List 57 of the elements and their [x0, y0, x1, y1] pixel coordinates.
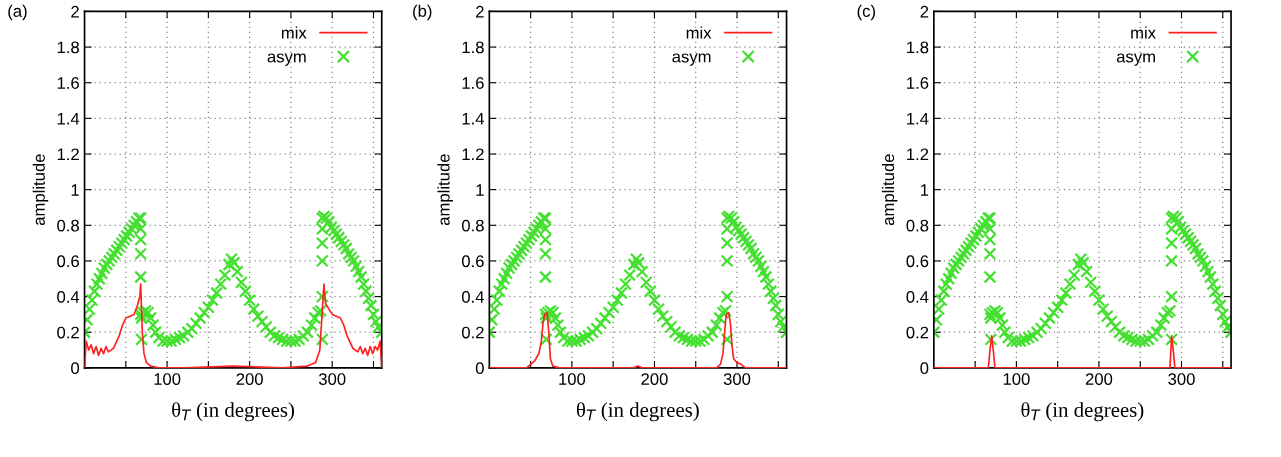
- y-tick-label: 1.2: [907, 148, 929, 161]
- x-tick-label: 200: [641, 373, 668, 385]
- y-tick-label: 1.6: [462, 77, 484, 89]
- y-tick-label: 0: [71, 362, 80, 375]
- y-tick-label: 1: [476, 184, 484, 196]
- y-tick-label: 1.4: [57, 112, 80, 125]
- y-tick-label: 0.4: [906, 290, 929, 303]
- y-tick-label: 0.8: [57, 219, 79, 232]
- y-tick-label: 0.2: [57, 326, 79, 339]
- x-tick-label: 100: [559, 373, 586, 385]
- y-tick-label: 0.6: [57, 255, 79, 268]
- y-tick-label: 0.6: [906, 255, 929, 268]
- y-axis-title: amplitude: [881, 154, 898, 226]
- legend-label: mix: [1131, 26, 1156, 39]
- y-tick-label: 0.2: [906, 326, 929, 339]
- y-tick-label: 0.2: [461, 326, 484, 339]
- x-tick-label: 100: [154, 373, 181, 385]
- text: (c): [857, 4, 875, 21]
- y-tick-label: 1.8: [462, 41, 484, 54]
- y-tick-label: 1.4: [462, 112, 484, 125]
- y-tick-label: 0.8: [906, 219, 929, 232]
- y-tick-label: 0: [920, 362, 929, 375]
- x-tick-label: 200: [1085, 373, 1113, 385]
- text: (a): [8, 4, 27, 21]
- y-tick-label: 1.6: [907, 77, 929, 89]
- x-axis-title: θ$_{T}$ (in degrees): [1021, 402, 1144, 422]
- legend-label: asym: [1116, 53, 1155, 66]
- y-tick-label: 1.6: [57, 77, 79, 89]
- legend-label: asym: [267, 53, 306, 66]
- y-tick-label: 1.4: [907, 112, 929, 125]
- x-tick-label: 200: [236, 373, 263, 385]
- y-tick-label: 0.8: [461, 219, 484, 232]
- x-tick-label: 300: [723, 373, 751, 385]
- x-tick-label: 300: [318, 373, 346, 385]
- y-tick-label: 1: [920, 184, 929, 196]
- y-tick-label: 0.6: [461, 255, 484, 268]
- y-tick-label: 1: [71, 184, 79, 196]
- y-tick-label: 0: [475, 362, 484, 375]
- y-tick-label: 0.4: [461, 290, 484, 303]
- y-tick-label: 1.8: [907, 41, 929, 54]
- text: (b): [413, 4, 432, 21]
- y-tick-label: 0.4: [57, 290, 80, 303]
- y-axis-title: amplitude: [32, 154, 49, 226]
- y-tick-label: 1.8: [57, 41, 79, 54]
- x-axis-title: θ$_{T}$ (in degrees): [172, 402, 295, 422]
- x-axis-title: θ$_{T}$ (in degrees): [576, 402, 699, 422]
- legend-label: mix: [281, 26, 307, 39]
- y-tick-label: 1.2: [57, 148, 79, 161]
- legend-label: asym: [672, 53, 711, 66]
- y-axis-title: amplitude: [437, 154, 453, 226]
- y-tick-label: 2: [476, 5, 484, 18]
- legend-label: mix: [686, 26, 712, 39]
- y-tick-label: 2: [71, 5, 79, 18]
- x-tick-label: 100: [1003, 373, 1030, 385]
- y-tick-label: 2: [920, 5, 929, 18]
- y-tick-label: 1.2: [462, 148, 484, 161]
- x-tick-label: 300: [1168, 373, 1195, 385]
